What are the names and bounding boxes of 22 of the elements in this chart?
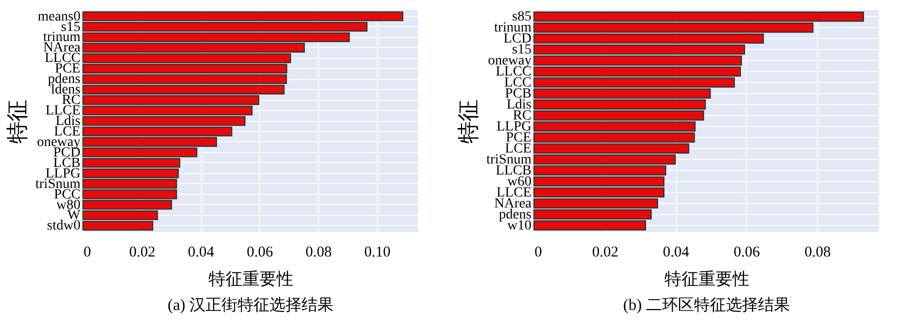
y-tick-label: pdens — [48, 72, 80, 88]
x-tick-label: 0 — [534, 244, 542, 260]
x-tick-label: 0.02 — [129, 244, 156, 260]
x-tick-label: 0.10 — [364, 244, 390, 260]
y-tick-label: s85 — [512, 10, 532, 25]
text: (b) 二环区特征选择结果 — [623, 296, 790, 314]
y-tick-label: oneway — [36, 134, 80, 150]
x-tick-label: 0.06 — [246, 244, 274, 260]
x-tick-label: 0.02 — [592, 244, 618, 260]
y-tick-label: LCE — [505, 141, 532, 156]
x-tick-label: 0.04 — [188, 244, 215, 260]
x-axis-title: 特征重要性 — [664, 270, 750, 288]
x-tick-label: 0.04 — [662, 244, 690, 260]
y-tick-label: oneway — [488, 54, 532, 69]
x-tick-label: 0 — [84, 244, 91, 260]
y-axis-title: 特征 — [455, 100, 480, 144]
x-tick-label: 0.06 — [734, 244, 760, 260]
text: (a) 汉正街特征选择结果 — [168, 296, 334, 314]
x-tick-label: 0.08 — [305, 244, 332, 260]
x-axis-title: 特征重要性 — [208, 270, 294, 288]
y-axis-title: 特征 — [4, 100, 30, 144]
x-tick-label: 0.08 — [804, 244, 831, 260]
